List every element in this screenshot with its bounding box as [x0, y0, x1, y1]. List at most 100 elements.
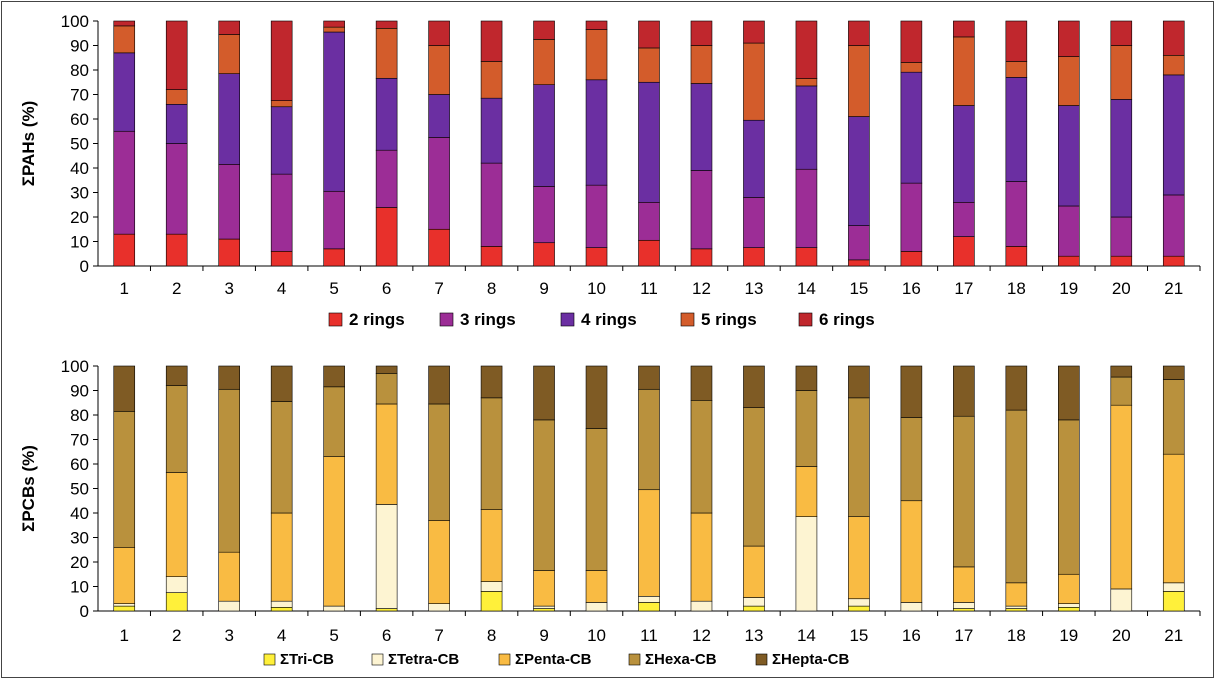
bar-segment-2-17-5 — [953, 365, 975, 417]
bar-segment-2-13-4 — [743, 407, 765, 547]
y-tick-label: 10 — [70, 233, 89, 252]
x-tick-label: 7 — [434, 279, 443, 298]
x-tick-label: 21 — [1164, 279, 1183, 298]
bar-segment-2-13-2 — [743, 597, 765, 607]
bar-segment-1-9-4 — [533, 39, 555, 86]
x-tick-label: 2 — [172, 626, 181, 645]
bar-segment-2-8-2 — [480, 581, 503, 592]
bar-segment-2-3-3 — [218, 551, 240, 602]
bar-segment-2-1-4 — [113, 411, 136, 548]
x-tick-label: 2 — [172, 279, 181, 298]
bar-segment-1-7-1 — [428, 228, 450, 267]
bar-segment-2-4-2 — [270, 600, 293, 608]
bar-segment-2-10-3 — [585, 570, 608, 603]
x-tick-label: 7 — [434, 626, 443, 645]
bar-segment-1-8-5 — [480, 20, 503, 62]
bar-segment-1-20-5 — [1110, 20, 1133, 46]
bar-segment-2-21-5 — [1162, 365, 1185, 380]
bar-segment-1-19-1 — [1058, 255, 1080, 267]
legend-swatch — [798, 312, 813, 327]
bar-segment-1-7-5 — [428, 20, 450, 46]
bar-segment-2-16-5 — [900, 365, 923, 418]
bar-segment-2-2-5 — [165, 365, 188, 386]
bar-segment-1-19-4 — [1058, 56, 1080, 106]
bar-segment-1-3-3 — [218, 73, 240, 165]
bar-segment-1-17-5 — [953, 20, 975, 38]
bar-segment-1-6-3 — [375, 77, 398, 151]
bar-segment-2-9-4 — [533, 419, 555, 571]
bar-segment-1-1-5 — [113, 20, 136, 27]
bar-segment-2-1-5 — [113, 365, 136, 412]
bar-segment-1-6-2 — [375, 149, 398, 208]
y-tick-label: 60 — [70, 110, 89, 129]
bar-segment-2-18-5 — [1005, 365, 1028, 411]
legend-label: 4 rings — [581, 310, 637, 329]
bar-segment-1-5-4 — [323, 26, 345, 33]
bar-segment-2-14-2 — [795, 516, 818, 612]
y-tick-label: 80 — [70, 406, 89, 425]
x-tick-label: 11 — [640, 279, 658, 298]
bar-segment-1-4-5 — [270, 20, 293, 101]
bar-segment-1-18-2 — [1005, 181, 1028, 247]
y-tick-label: 20 — [70, 208, 89, 227]
bar-segment-1-15-3 — [848, 116, 870, 226]
bar-segment-1-13-5 — [743, 20, 765, 44]
bar-segment-1-1-4 — [113, 25, 136, 54]
bar-segment-1-18-1 — [1005, 246, 1028, 267]
bar-segment-1-13-1 — [743, 247, 765, 267]
y-tick-label: 10 — [70, 578, 89, 597]
bar-segment-2-2-4 — [165, 385, 188, 473]
x-tick-label: 6 — [382, 279, 391, 298]
legend-label: ΣHexa-CB — [645, 651, 717, 668]
x-tick-label: 12 — [692, 626, 711, 645]
bar-segment-2-19-5 — [1058, 365, 1080, 421]
bar-segment-1-16-4 — [900, 62, 923, 73]
y-tick-label: 100 — [61, 12, 89, 31]
bar-segment-2-19-1 — [1058, 607, 1080, 612]
bar-segment-1-15-5 — [848, 20, 870, 46]
bar-segment-2-9-1 — [533, 608, 555, 612]
x-tick-label: 15 — [849, 626, 868, 645]
bar-segment-2-14-5 — [795, 365, 818, 391]
x-tick-label: 11 — [640, 626, 658, 645]
legend-label: ΣPenta-CB — [515, 651, 592, 668]
y-tick-label: 40 — [70, 504, 89, 523]
bar-segment-2-11-1 — [638, 602, 660, 612]
bar-segment-1-8-1 — [480, 246, 503, 267]
x-tick-label: 16 — [902, 626, 921, 645]
bar-segment-1-4-1 — [270, 251, 293, 267]
bar-segment-2-6-4 — [375, 373, 398, 405]
bar-segment-1-16-1 — [900, 251, 923, 267]
bar-segment-1-19-3 — [1058, 105, 1080, 207]
bar-segment-1-12-3 — [690, 83, 713, 171]
bar-segment-1-4-3 — [270, 106, 293, 175]
legend-swatch — [439, 312, 454, 327]
legend-label: 5 rings — [701, 310, 757, 329]
y-axis-label: ΣPCBs (%) — [19, 445, 38, 532]
bar-segment-1-11-1 — [638, 239, 660, 267]
y-tick-label: 40 — [70, 159, 89, 178]
y-tick-label: 90 — [70, 37, 89, 56]
bar-segment-1-14-1 — [795, 247, 818, 267]
bar-segment-1-14-4 — [795, 78, 818, 87]
bar-segment-1-21-5 — [1162, 20, 1185, 56]
legend-swatch — [328, 312, 343, 327]
bar-segment-1-11-4 — [638, 47, 660, 83]
x-tick-label: 16 — [902, 279, 921, 298]
bar-segment-2-4-4 — [270, 401, 293, 514]
bar-segment-1-2-4 — [165, 89, 188, 105]
x-tick-label: 18 — [1007, 626, 1026, 645]
bar-segment-2-1-2 — [113, 603, 136, 607]
x-tick-label: 15 — [849, 279, 868, 298]
bar-segment-2-18-1 — [1005, 608, 1028, 612]
bar-segment-1-9-3 — [533, 84, 555, 187]
bar-segment-2-8-1 — [480, 591, 503, 612]
x-tick-label: 1 — [120, 626, 129, 645]
x-tick-label: 19 — [1059, 626, 1078, 645]
bar-segment-1-10-1 — [585, 247, 608, 267]
bar-segment-1-15-2 — [848, 225, 870, 261]
bar-segment-2-12-3 — [690, 512, 713, 602]
bar-segment-1-9-5 — [533, 20, 555, 40]
bar-segment-2-5-2 — [323, 605, 345, 612]
